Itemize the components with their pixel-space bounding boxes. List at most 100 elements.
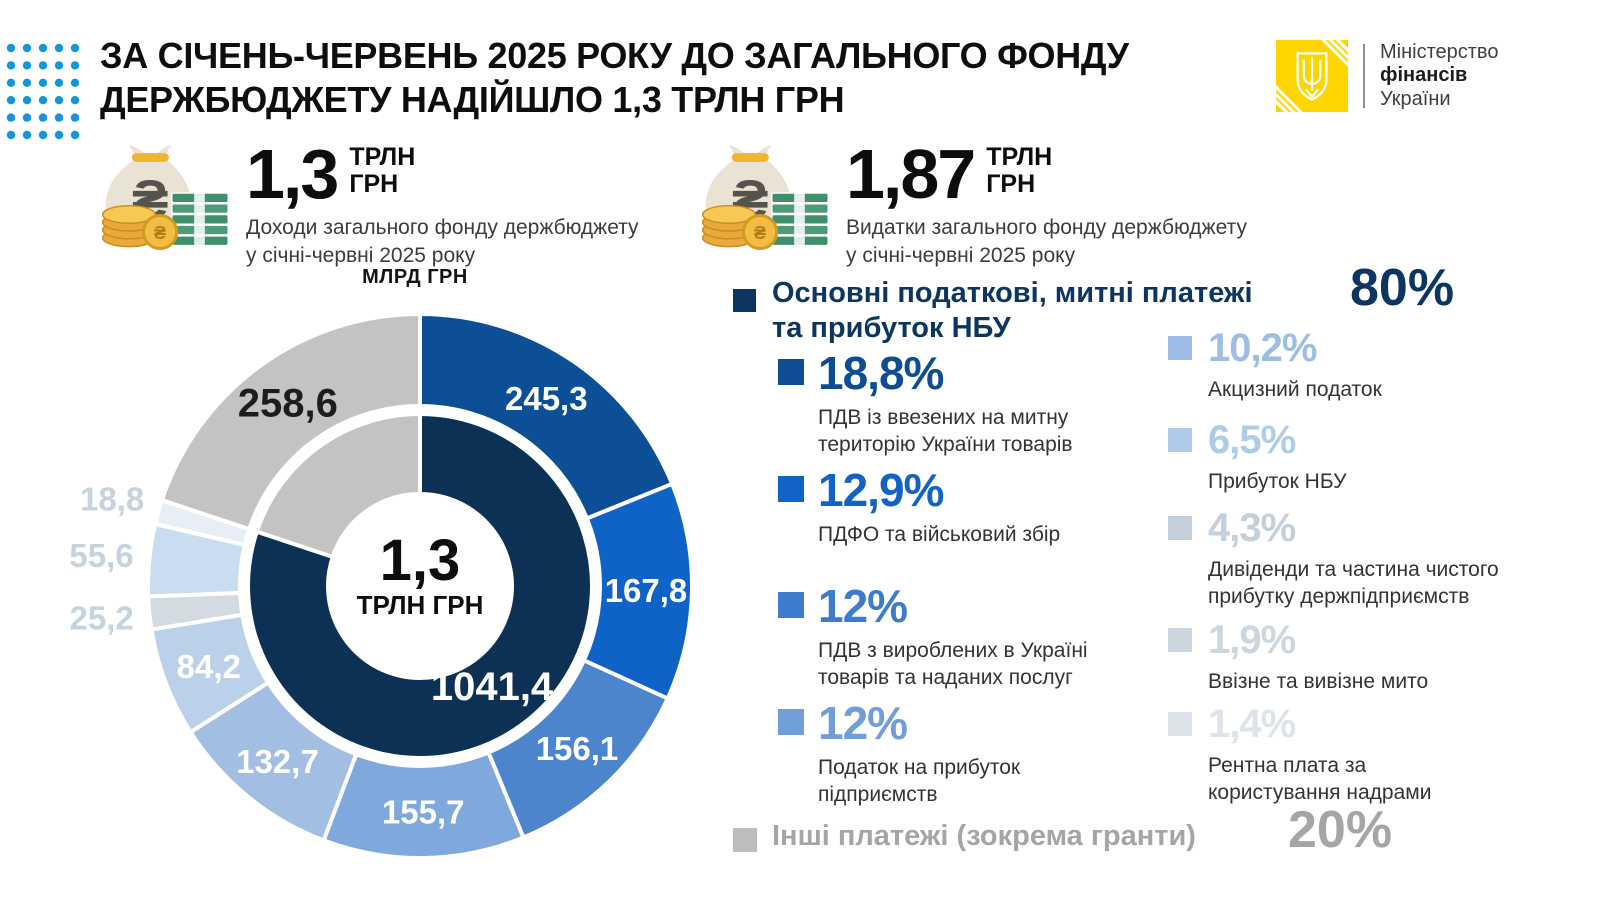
dot [22,113,32,122]
dot [6,43,16,53]
kpi-revenues: ₴ ₴ 1,3 ТРЛН ГРН [90,136,639,269]
logo-line-1: Міністерство [1380,40,1499,63]
legend-square-icon [778,592,804,618]
donut-value-label: 55,6 [69,537,133,574]
other-payments-label: Інші платежі (зокрема гранти) [772,820,1196,852]
legend-square-icon [733,289,756,312]
donut-value-label: 155,7 [382,794,465,831]
legend-square-icon [778,709,804,735]
donut-value-label: 1041,4 [431,665,554,709]
donut-segment [321,749,527,860]
breakdown-label: Дивіденди та частина чистого прибутку де… [1208,558,1499,608]
dot [70,43,80,53]
kpi-unit: ТРЛН ГРН [349,143,416,198]
donut-segment [254,411,422,560]
donut-center-unit: ТРЛН ГРН [357,590,484,620]
title-line-1: ЗА СІЧЕНЬ-ЧЕРВЕНЬ 2025 РОКУ ДО ЗАГАЛЬНОГ… [100,35,1129,76]
dot [38,113,48,122]
donut-value-label: 132,7 [236,743,319,780]
dot [6,61,16,70]
dot [70,113,80,122]
logo-text: Міністерство фінансів України [1380,41,1498,112]
breakdown-label: Рентна плата за користування надрами [1208,754,1432,804]
svg-text:₴: ₴ [754,222,766,243]
kpi-description: Видатки загального фонду держбюджету у с… [846,216,1247,267]
breakdown-percent: 12% [818,580,908,632]
breakdown-label: Ввізне та вивізне мито [1208,670,1429,693]
legend-square-icon [1168,712,1192,736]
breakdown-label: ПДВ із ввезених на митну територію Украї… [818,406,1073,456]
legend-square-icon [778,476,804,502]
donut-value-label: 167,8 [605,572,688,609]
dot [38,61,48,70]
donut-chart: 1,3 ТРЛН ГРН 245,3 167,8 156,1 155,7 132,7 84… [69,311,695,860]
dot [54,61,64,70]
donut-segment [485,657,671,841]
dot [22,61,32,70]
legend-square-icon [778,359,804,385]
dot [54,113,64,122]
dot [6,130,16,140]
legend-square-icon [1168,428,1192,452]
donut-segment [418,311,675,522]
dot [54,96,64,105]
breakdown-percent: 12,9% [818,464,944,516]
svg-text:₴: ₴ [154,222,166,243]
dot [54,130,64,140]
page-title: ЗА СІЧЕНЬ-ЧЕРВЕНЬ 2025 РОКУ ДО ЗАГАЛЬНОГ… [100,34,1260,123]
chart-units-label: МЛРД ГРН [362,266,468,288]
ministry-emblem-icon [1276,40,1348,112]
donut-segment [149,612,271,735]
dot [70,61,80,70]
dot [54,43,64,53]
breakdown-label: Податок на прибуток підприємств [818,756,1021,806]
other-payments-percent: 20% [1288,801,1393,859]
kpi-value: 1,3 [246,135,339,213]
dot [22,96,32,105]
donut-value-label: 25,2 [69,599,133,636]
breakdown-item: 4,3% Дивіденди та частина чистого прибутк… [1168,508,1499,611]
logo-line-2: фінансів [1380,64,1468,87]
breakdown-percent: 1,4% [1208,702,1296,746]
dot [22,78,32,87]
dots-pattern-icon [6,43,80,140]
dot [70,78,80,87]
dot [70,130,80,140]
legend-square-icon [1168,628,1192,652]
breakdown-percent: 6,5% [1208,418,1296,462]
breakdown-item: 12% Податок на прибуток підприємств [778,700,1020,809]
breakdown-label: Прибуток НБУ [1208,470,1347,493]
money-bag-icon: ₴ ₴ [701,145,829,250]
donut-segment [187,679,359,843]
dot [38,43,48,53]
breakdown-main-percent: 80% [1350,259,1455,317]
donut-segment [581,481,695,702]
dot [6,78,16,87]
breakdown-item: 12,9% ПДФО та військовий збір [778,467,1060,549]
breakdown-label: ПДВ з вироблених в Україні товарів та на… [818,639,1088,689]
kpi-description: Доходи загального фонду держбюджету у сі… [246,216,639,267]
breakdown-item: 12% ПДВ з вироблених в Україні товарів та… [778,583,1088,692]
title-line-2: ДЕРЖБЮДЖЕТУ НАДІЙШЛО 1,3 ТРЛН ГРН [100,79,845,121]
donut-segment [146,521,248,599]
breakdown-item: 1,9% Ввізне та вивізне мито [1168,620,1428,696]
legend-square-icon [1168,336,1192,360]
donut-value-label: 18,8 [80,481,144,518]
kpi-expenditures: ₴ ₴ 1,87 ТРЛН ГРН [690,136,1247,269]
donut-value-label: 156,1 [536,730,619,767]
dot [70,96,80,105]
ministry-logo: Міністерство фінансів України [1276,40,1498,112]
breakdown-item: 6,5% Прибуток НБУ [1168,420,1346,496]
donut-segment [246,411,595,760]
donut-value-label: 84,2 [177,648,241,685]
breakdown-item: 10,2% Акцизний податок [1168,328,1382,404]
breakdown-item: 1,4% Рентна плата за користування надрами [1168,704,1431,807]
breakdown-label: Акцизний податок [1208,378,1382,401]
dot [54,78,64,87]
kpi-value: 1,87 [846,135,976,213]
dot [6,96,16,105]
breakdown-main-label: Основні податкові, митні платежі та приб… [772,277,1253,345]
donut-value-label: 258,6 [238,382,338,426]
dot [38,78,48,87]
breakdown-item: 18,8% ПДВ із ввезених на митну територію … [778,350,1073,459]
